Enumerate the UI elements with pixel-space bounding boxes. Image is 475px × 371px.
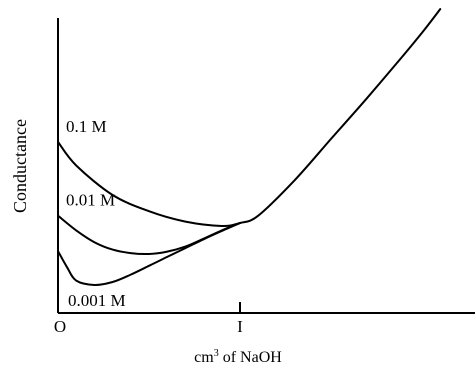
series-line-3 — [57, 222, 241, 287]
x-axis-label-suffix: of NaOH — [219, 349, 283, 366]
series-label-3: 0.001 M — [68, 291, 126, 310]
x-axis-label-prefix: cm — [194, 349, 214, 366]
series-label-2: 0.01 M — [66, 191, 115, 210]
series-labels-group: 0.1 M 0.01 M 0.001 M — [66, 117, 126, 310]
x-axis-label: cm3 of NaOH — [194, 348, 282, 366]
curves-group — [57, 8, 442, 287]
series-line-1 — [57, 8, 442, 228]
x-tick-label-2: I — [237, 317, 243, 336]
x-axis-label-superscript: 3 — [214, 348, 219, 359]
series-label-1: 0.1 M — [66, 117, 107, 136]
x-tick-label-1: O — [54, 317, 66, 336]
y-axis-label: Conductance — [10, 119, 30, 213]
